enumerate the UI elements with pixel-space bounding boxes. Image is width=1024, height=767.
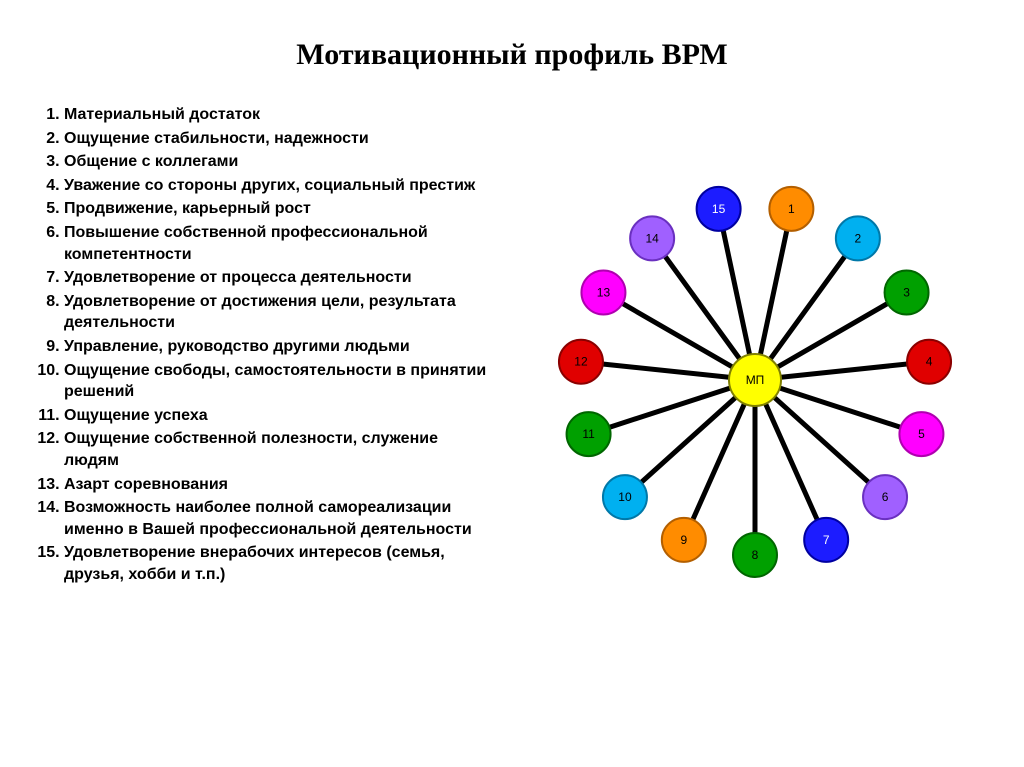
diagram-node: 15 xyxy=(697,187,741,231)
diagram-node-label: 4 xyxy=(926,355,933,369)
list-item: Уважение со стороны других, социальный п… xyxy=(64,175,496,197)
diagram-node: 7 xyxy=(804,518,848,562)
hub-node: МП xyxy=(729,354,781,406)
list-item: Общение с коллегами xyxy=(64,151,496,173)
diagram-node-label: 5 xyxy=(918,427,925,441)
list-item: Ощущение свободы, самостоятельности в пр… xyxy=(64,360,496,403)
list-item: Возможность наиболее полной самореализац… xyxy=(64,497,496,540)
diagram-node: 11 xyxy=(567,412,611,456)
list-item: Продвижение, карьерный рост xyxy=(64,198,496,220)
list-item: Удовлетворение от достижения цели, резул… xyxy=(64,291,496,334)
diagram-node-label: 3 xyxy=(903,286,910,300)
diagram-node-label: 7 xyxy=(823,533,830,547)
diagram-node-label: 6 xyxy=(882,490,889,504)
diagram-node: 14 xyxy=(630,216,674,260)
diagram-node: 3 xyxy=(885,271,929,315)
list-item: Удовлетворение от процесса деятельности xyxy=(64,267,496,289)
list-item: Ощущение стабильности, надежности xyxy=(64,128,496,150)
diagram-node: 5 xyxy=(899,412,943,456)
diagram-node-label: 13 xyxy=(597,286,611,300)
diagram-node-label: 1 xyxy=(788,202,795,216)
list-item: Азарт соревнования xyxy=(64,474,496,496)
diagram-node: 4 xyxy=(907,340,951,384)
diagram-node-label: 11 xyxy=(582,427,595,441)
radial-diagram: МП123456789101112131415 xyxy=(540,120,970,640)
diagram-node-label: 12 xyxy=(574,355,588,369)
diagram-node-label: 2 xyxy=(855,231,862,245)
diagram-node-label: 9 xyxy=(680,533,687,547)
diagram-node-label: 8 xyxy=(752,548,759,562)
list-item: Повышение собственной профессиональной к… xyxy=(64,222,496,265)
list-item: Управление, руководство другими людьми xyxy=(64,336,496,358)
list-item: Удовлетворение внерабочих интересов (сем… xyxy=(64,542,496,585)
motivation-list: Материальный достатокОщущение стабильнос… xyxy=(36,104,496,587)
list-item: Ощущение успеха xyxy=(64,405,496,427)
diagram-node-label: 14 xyxy=(645,231,659,245)
list-item: Ощущение собственной полезности, служени… xyxy=(64,428,496,471)
diagram-node-label: 10 xyxy=(618,490,632,504)
diagram-node: 8 xyxy=(733,533,777,577)
page-title: Мотивационный профиль ВРМ xyxy=(0,38,1024,72)
diagram-node: 6 xyxy=(863,475,907,519)
diagram-node: 2 xyxy=(836,216,880,260)
diagram-node: 1 xyxy=(769,187,813,231)
hub-label: МП xyxy=(746,373,765,387)
diagram-node: 12 xyxy=(559,340,603,384)
list-item: Материальный достаток xyxy=(64,104,496,126)
diagram-node: 13 xyxy=(581,271,625,315)
diagram-node-label: 15 xyxy=(712,202,726,216)
diagram-node: 10 xyxy=(603,475,647,519)
page-root: Мотивационный профиль ВРМ Материальный д… xyxy=(0,0,1024,767)
diagram-node: 9 xyxy=(662,518,706,562)
